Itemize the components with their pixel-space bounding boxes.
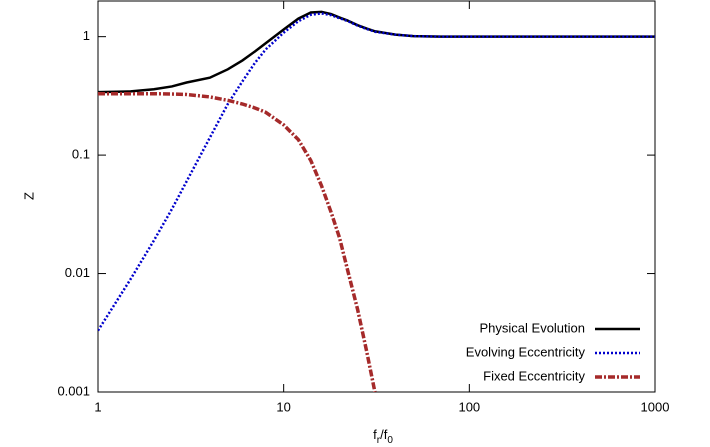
x-axis-label: fr/f0 bbox=[373, 427, 393, 445]
x-tick-label: 1000 bbox=[641, 399, 670, 414]
x-label-part: /f bbox=[380, 427, 388, 442]
plot-frame bbox=[97, 0, 656, 393]
y-tick-label: 0.01 bbox=[65, 265, 90, 280]
x-label-part: r bbox=[377, 435, 381, 446]
series-line bbox=[98, 12, 655, 332]
legend-label: Physical Evolution bbox=[480, 320, 586, 335]
y-tick-label: 0.001 bbox=[57, 383, 90, 398]
x-tick-label: 10 bbox=[276, 399, 290, 414]
series-line bbox=[98, 91, 377, 392]
y-axis-label: Z bbox=[21, 192, 36, 200]
x-label-part: f bbox=[373, 427, 377, 442]
x-tick-label: 100 bbox=[458, 399, 480, 414]
y-tick-label: 1 bbox=[83, 28, 90, 43]
x-tick-label: 1 bbox=[94, 399, 101, 414]
legend-label: Evolving Eccentricity bbox=[466, 344, 586, 359]
series-line bbox=[98, 10, 655, 94]
x-label-part: 0 bbox=[387, 435, 393, 446]
legend-label: Fixed Eccentricity bbox=[483, 368, 585, 383]
y-tick-label: 0.1 bbox=[72, 147, 90, 162]
